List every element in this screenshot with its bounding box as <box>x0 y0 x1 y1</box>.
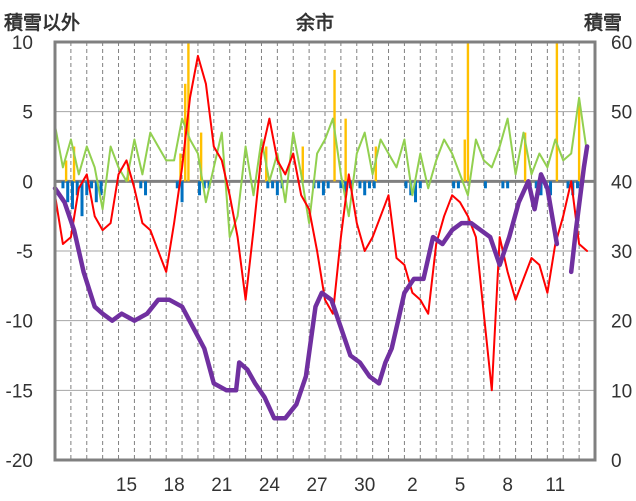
snowfall-bar <box>344 118 347 182</box>
precip-bar <box>344 181 348 196</box>
right-tick-label: 30 <box>611 242 632 263</box>
plot-frame <box>53 40 597 462</box>
precip-bar <box>483 181 487 189</box>
precip-bar <box>363 181 367 196</box>
precip-bar <box>61 181 65 189</box>
x-tick-label: 27 <box>306 475 327 496</box>
precip-bar <box>414 181 418 203</box>
precip-bar <box>70 181 74 210</box>
precip-bar <box>339 181 343 189</box>
precip-bar <box>180 181 184 203</box>
precip-bar <box>452 181 456 189</box>
precip-bar <box>271 181 275 189</box>
precip-bar <box>534 181 538 189</box>
precip-bar <box>90 181 94 189</box>
right-tick-label: 0 <box>611 451 622 472</box>
snowfall-bar <box>301 146 304 182</box>
snowfall-bar <box>466 42 470 182</box>
x-tick-label: 15 <box>116 475 137 496</box>
left-tick-label: -10 <box>6 312 33 333</box>
precip-bar <box>198 181 202 196</box>
precip-bar <box>94 181 98 203</box>
precip-bar <box>358 181 362 189</box>
x-tick-label: 8 <box>502 475 513 496</box>
precip-bar <box>367 181 371 189</box>
right-tick-label: 60 <box>611 33 632 54</box>
precip-bar <box>139 181 143 189</box>
precip-bar <box>372 181 376 189</box>
snowfall-bar <box>577 104 581 182</box>
left-tick-label: 5 <box>22 103 33 124</box>
precip-bar <box>85 181 89 196</box>
precip-bar <box>80 181 84 217</box>
precip-bar <box>456 181 460 189</box>
chart-title: 余市 <box>296 13 335 34</box>
wind-line <box>54 96 589 239</box>
right-tick-label: 20 <box>611 312 632 333</box>
snowfall-bar <box>199 132 203 182</box>
x-tick-label: 11 <box>545 475 565 496</box>
right-tick-label: 10 <box>611 381 632 402</box>
right-tick-label: 50 <box>611 103 632 124</box>
precip-bar <box>66 181 70 203</box>
precip-bar <box>404 181 408 189</box>
precip-bar <box>275 181 279 196</box>
snowfall-bar <box>463 139 466 182</box>
precip-bar <box>266 181 270 189</box>
precip-bar <box>321 181 325 196</box>
left-tick-label: -15 <box>6 381 33 402</box>
precip-bar <box>99 181 103 196</box>
x-tick-label: 18 <box>164 475 185 496</box>
left-tick-label: -20 <box>6 451 33 472</box>
right-tick-label: 40 <box>611 172 632 193</box>
lines-group <box>52 54 590 421</box>
x-tick-label: 21 <box>211 475 232 496</box>
precip-bar <box>566 181 570 189</box>
right-axis-title: 積雪 <box>584 13 623 34</box>
precip-bar <box>506 181 510 189</box>
precip-bar <box>549 181 553 196</box>
left-tick-label: -5 <box>16 242 33 263</box>
precip-bar <box>202 181 206 189</box>
precip-bar <box>576 181 580 189</box>
snow-depth-line <box>52 144 590 421</box>
snowfall-bar <box>64 160 68 182</box>
grid-group <box>55 42 595 460</box>
snowfall-bar <box>523 132 527 182</box>
frame-group <box>53 40 597 462</box>
x-tick-label: 5 <box>455 475 466 496</box>
left-tick-label: 10 <box>12 33 33 54</box>
precip-bar <box>539 181 543 196</box>
snowfall-bar <box>72 146 76 182</box>
precip-bar <box>317 181 321 189</box>
precip-bar <box>144 181 148 196</box>
bars-group <box>61 42 581 217</box>
x-tick-label: 24 <box>259 475 281 496</box>
snowfall-bar <box>555 42 559 182</box>
precip-bar <box>175 181 179 189</box>
precip-bar <box>326 181 330 189</box>
snowfall-bar <box>179 153 182 182</box>
precip-bar <box>501 181 505 189</box>
x-tick-label: 2 <box>407 475 418 496</box>
left-axis-title: 積雪以外 <box>4 13 81 34</box>
left-tick-label: 0 <box>22 172 33 193</box>
x-tick-label: 30 <box>354 475 375 496</box>
precip-bar <box>418 181 422 189</box>
precip-bar <box>75 181 79 196</box>
